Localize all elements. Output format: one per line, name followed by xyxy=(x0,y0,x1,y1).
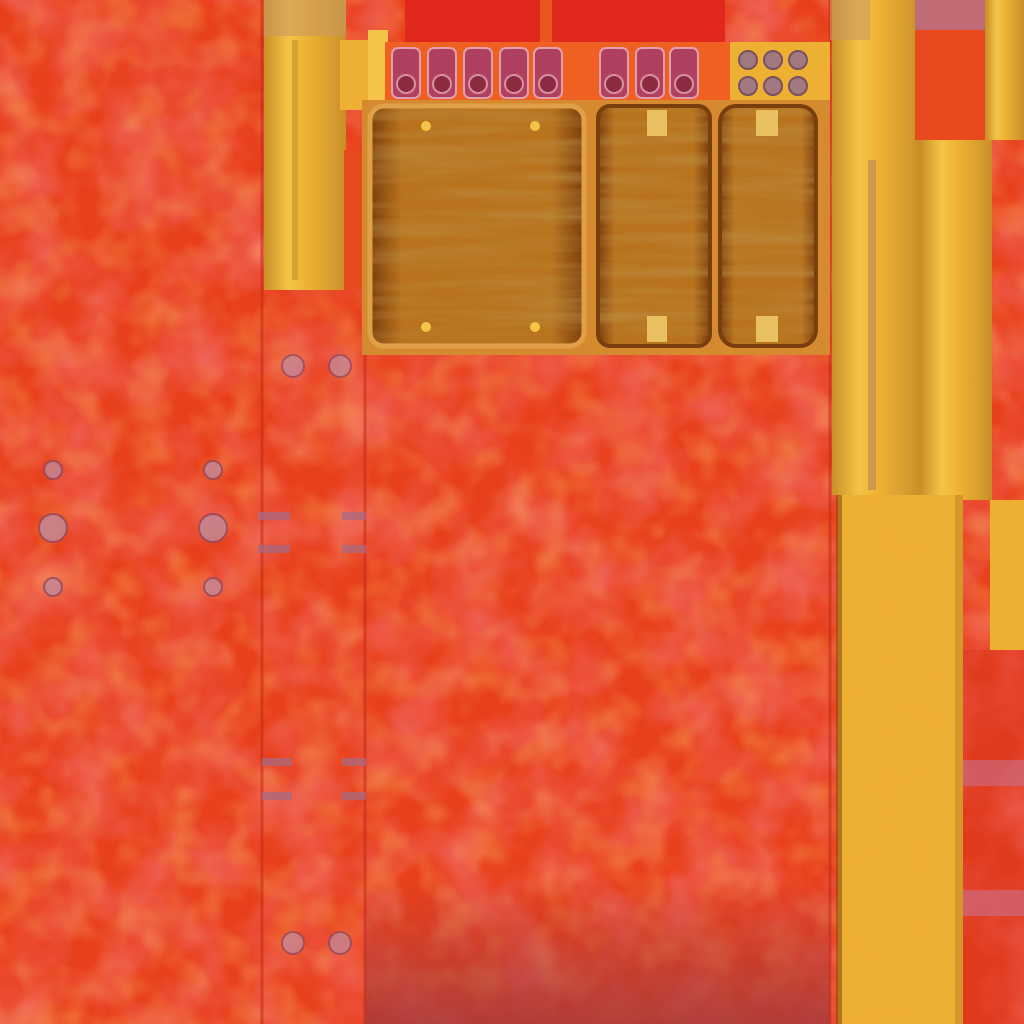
red-strip-right xyxy=(963,650,1024,1024)
hinge-brackets xyxy=(258,512,366,800)
front-panel-bottom-shade xyxy=(365,880,830,1024)
wood-window-small-right xyxy=(718,104,818,348)
pillar-strip-right xyxy=(830,0,1024,650)
wood-window-small-left xyxy=(596,104,712,348)
wood-window-large xyxy=(367,103,587,349)
top-bolt-bar xyxy=(385,42,830,104)
side-panel-left-bolts xyxy=(38,460,228,597)
mustard-panel-bottom-right xyxy=(836,495,963,1024)
top-red-bar xyxy=(405,0,725,48)
pillar-strip-left xyxy=(264,0,388,290)
hinge-strip-bolts xyxy=(281,354,352,955)
